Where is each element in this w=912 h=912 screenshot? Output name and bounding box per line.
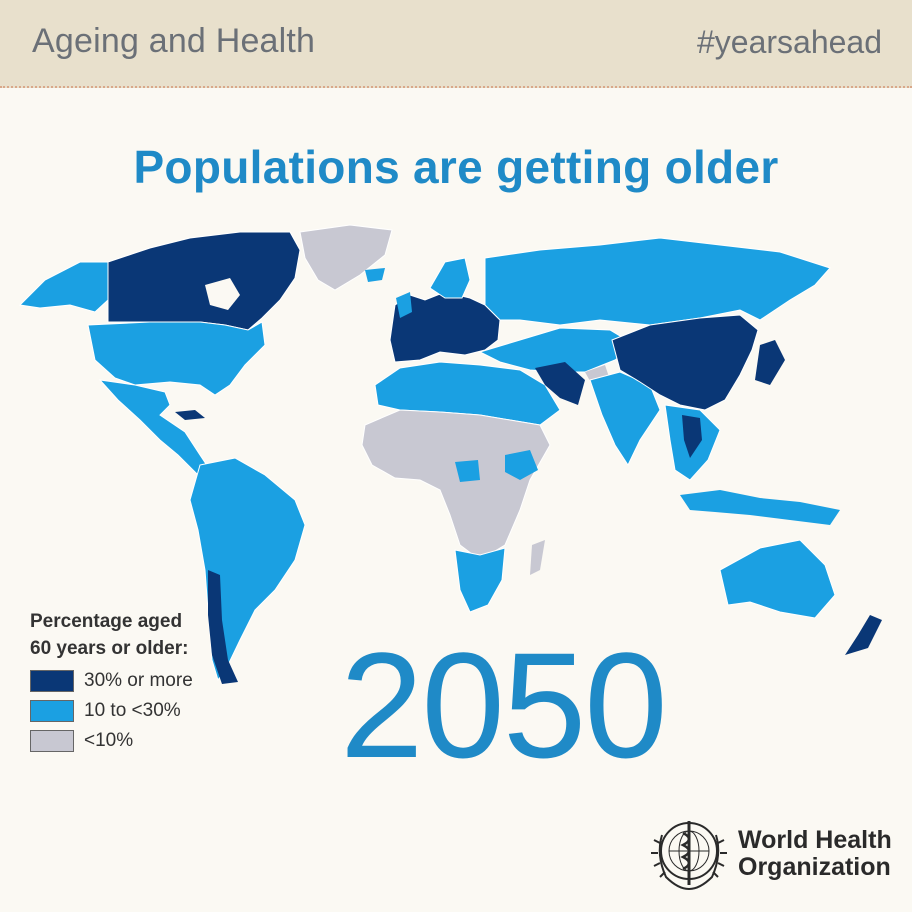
region-central-africa bbox=[455, 460, 480, 482]
region-japan bbox=[755, 340, 785, 385]
region-canada bbox=[107, 231, 301, 331]
legend-title-line1: Percentage aged bbox=[30, 611, 183, 632]
legend-label-high: 30% or more bbox=[84, 670, 193, 691]
legend-label-low: <10% bbox=[84, 730, 134, 751]
region-south-america bbox=[189, 457, 306, 682]
who-name: World Health Organization bbox=[738, 827, 892, 881]
region-alaska bbox=[18, 261, 111, 313]
region-new-zealand bbox=[845, 615, 882, 655]
legend-label-mid: 10 to <30% bbox=[84, 700, 181, 721]
legend-swatch-mid bbox=[30, 700, 74, 722]
legend-title-line2: 60 years or older: bbox=[30, 638, 189, 659]
hudson-bay bbox=[205, 278, 240, 310]
header-title: Ageing and Health bbox=[32, 22, 316, 60]
region-iran bbox=[535, 362, 585, 405]
region-thailand bbox=[682, 415, 702, 458]
headline: Populations are getting older bbox=[133, 141, 779, 193]
legend-item-high: 30% or more bbox=[30, 670, 193, 692]
world-map bbox=[18, 224, 882, 684]
legend-swatch-high bbox=[30, 670, 74, 692]
who-emblem-icon bbox=[651, 821, 727, 890]
region-ethiopia bbox=[505, 450, 538, 480]
year-label: 2050 bbox=[340, 621, 668, 789]
region-chile bbox=[208, 570, 238, 684]
legend-item-mid: 10 to <30% bbox=[30, 700, 193, 722]
region-russia bbox=[484, 237, 831, 326]
region-subsaharan bbox=[361, 409, 551, 561]
legend-item-low: <10% bbox=[30, 730, 193, 752]
region-cuba bbox=[175, 410, 205, 420]
region-iceland bbox=[365, 268, 385, 282]
region-central-asia bbox=[478, 327, 636, 373]
header-banner: Ageing and Health #yearsahead bbox=[0, 0, 912, 88]
who-name-line1: World Health bbox=[738, 826, 892, 854]
region-greenland bbox=[299, 224, 393, 291]
region-usa bbox=[87, 321, 266, 396]
region-mexico bbox=[98, 379, 211, 476]
legend-swatch-low bbox=[30, 730, 74, 752]
region-indonesia bbox=[680, 490, 840, 525]
region-china bbox=[611, 314, 759, 411]
region-uk bbox=[396, 292, 412, 318]
who-name-line2: Organization bbox=[738, 853, 891, 881]
who-logo: World Health Organization bbox=[648, 815, 892, 893]
region-scandinavia bbox=[429, 257, 471, 299]
region-southern-africa bbox=[454, 547, 506, 613]
map-legend: Percentage aged 60 years or older: 30% o… bbox=[30, 608, 193, 752]
region-madagascar bbox=[530, 540, 545, 575]
region-australia bbox=[719, 539, 836, 619]
header-hashtag: #yearsahead bbox=[696, 24, 882, 60]
